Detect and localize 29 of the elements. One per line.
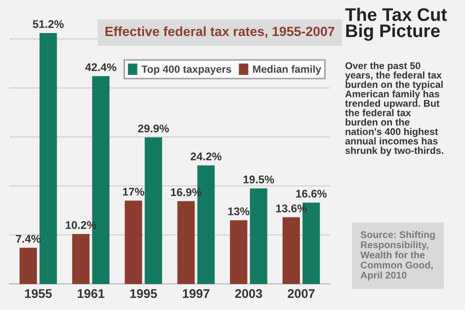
legend-label: Top 400 taxpayers [142,65,232,75]
chart-title: Effective federal tax rates, 1955-2007 [106,26,334,38]
data-label: 17% [123,188,144,196]
bar [124,200,142,284]
bar [72,234,90,284]
bar [144,137,162,284]
bar [177,201,195,284]
x-tick-label: 1955 [25,289,52,298]
bar [230,220,248,284]
legend-label: Median family [253,65,322,75]
data-label: 42.4% [85,63,116,72]
data-label: 24.2% [190,152,222,160]
source-note: Source: Shifting Responsibility, Wealth for the Common Good, April 2010 [360,230,435,281]
x-tick-label: 2007 [288,289,315,298]
bar [40,33,57,284]
x-tick-label: 1997 [182,289,210,298]
data-label: 51.2% [32,20,64,28]
bar [20,248,37,284]
text: The Tax Cut Big Picture [345,8,447,41]
x-tick-label: 1961 [78,289,104,298]
data-label: 13% [228,207,250,216]
bar [250,188,268,284]
text: Over the past 50 years, the federal tax burden on the typical American family has trended upward. But the federal tax burden on the nation's 400 highest annual incomes has shrunk by two-thirds. [345,62,444,156]
x-tick-label: 2003 [235,289,262,298]
data-label: 29.9% [138,124,169,132]
bar [282,217,300,284]
x-tick-label: 1995 [130,289,157,298]
data-label: 19.5% [244,176,274,184]
data-label: 16.6% [296,190,327,198]
